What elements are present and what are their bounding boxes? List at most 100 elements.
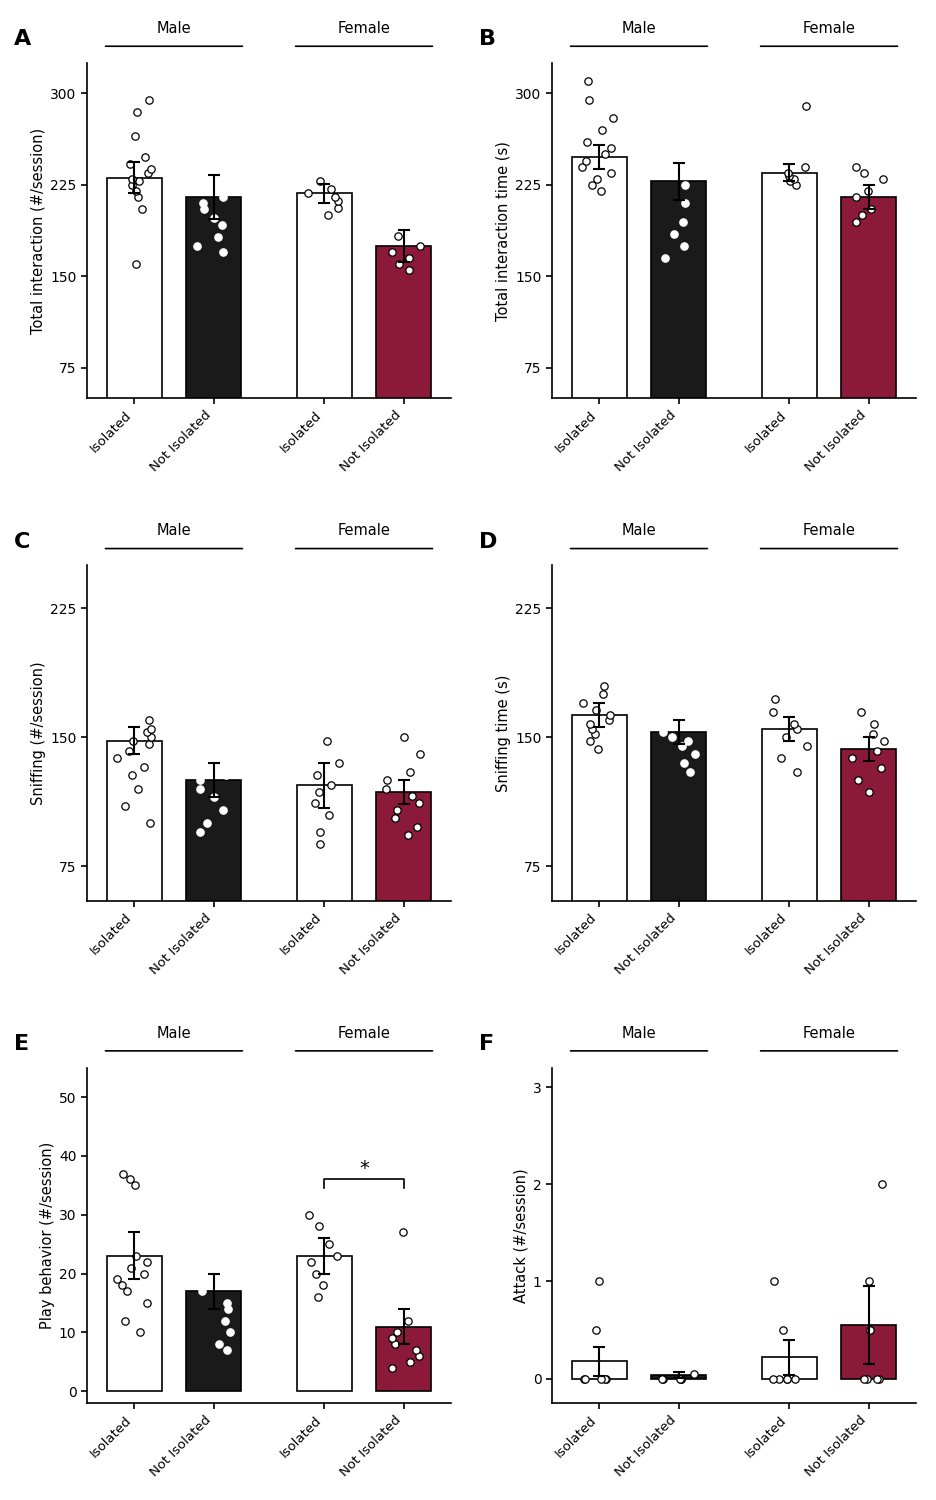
Point <box>853 699 868 723</box>
Point <box>673 1366 688 1390</box>
Bar <box>297 1256 352 1390</box>
Point <box>598 1366 613 1390</box>
Point <box>124 764 139 788</box>
Text: Female: Female <box>337 21 390 36</box>
Point <box>789 759 804 783</box>
Bar <box>107 741 162 996</box>
Point <box>115 1161 130 1185</box>
Y-axis label: Attack (#/session): Attack (#/session) <box>513 1168 528 1302</box>
Point <box>676 752 691 776</box>
Point <box>129 100 144 124</box>
Point <box>672 682 687 706</box>
Point <box>323 774 338 798</box>
Text: A: A <box>14 30 31 50</box>
Point <box>136 754 151 778</box>
Bar <box>375 792 431 996</box>
Point <box>117 1308 132 1332</box>
Point <box>672 1366 687 1390</box>
Point <box>866 711 881 735</box>
Point <box>401 258 416 282</box>
Point <box>133 1320 148 1344</box>
Point <box>124 166 139 190</box>
Point <box>379 768 394 792</box>
Point <box>677 172 692 196</box>
Point <box>215 798 230 822</box>
Point <box>134 198 149 222</box>
Y-axis label: Play behavior (#/session): Play behavior (#/session) <box>39 1142 54 1329</box>
Point <box>307 790 322 814</box>
Point <box>215 240 230 264</box>
Point <box>584 717 599 741</box>
Point <box>772 746 787 770</box>
Point <box>798 734 813 758</box>
Point <box>590 738 605 762</box>
Point <box>574 154 589 178</box>
Point <box>321 1232 336 1256</box>
Point <box>331 752 346 776</box>
Point <box>320 204 335 228</box>
Bar <box>107 177 162 459</box>
Point <box>604 160 619 184</box>
Point <box>130 184 145 209</box>
Point <box>202 750 217 774</box>
Point <box>319 729 334 753</box>
Point <box>408 1338 423 1362</box>
Point <box>785 166 800 190</box>
Text: Female: Female <box>802 524 855 538</box>
Point <box>677 190 692 214</box>
Point <box>676 711 691 735</box>
Point <box>862 198 877 222</box>
Point <box>780 160 795 184</box>
Point <box>137 146 152 170</box>
Point <box>192 172 207 196</box>
Point <box>592 178 607 203</box>
Bar <box>651 1376 706 1378</box>
Point <box>139 1292 154 1316</box>
Point <box>576 1366 591 1390</box>
Text: *: * <box>358 1158 369 1178</box>
Point <box>411 790 426 814</box>
Point <box>390 224 405 248</box>
Point <box>139 720 154 744</box>
Point <box>781 165 796 189</box>
Bar <box>375 1326 431 1390</box>
Point <box>411 1344 426 1368</box>
Point <box>680 729 695 753</box>
Point <box>402 759 417 783</box>
Text: Male: Male <box>156 1026 191 1041</box>
Point <box>593 1366 608 1390</box>
Point <box>220 1298 235 1322</box>
Point <box>206 206 221 230</box>
Point <box>192 821 207 844</box>
Point <box>124 172 139 196</box>
Point <box>123 152 138 176</box>
Point <box>595 682 610 706</box>
Point <box>128 178 143 203</box>
Point <box>311 780 326 804</box>
Text: Female: Female <box>337 1026 390 1041</box>
Point <box>782 170 797 194</box>
Point <box>389 1320 404 1344</box>
Point <box>223 1262 238 1286</box>
Point <box>588 698 603 721</box>
Point <box>328 184 343 209</box>
Point <box>388 1332 402 1356</box>
Point <box>309 1262 324 1286</box>
Point <box>577 1366 592 1390</box>
Bar <box>571 158 626 459</box>
Point <box>779 1366 794 1390</box>
Point <box>301 1203 316 1227</box>
Text: Male: Male <box>621 1026 655 1041</box>
Point <box>854 204 869 228</box>
Point <box>124 1256 139 1280</box>
Point <box>222 112 237 136</box>
Point <box>205 1250 220 1274</box>
Point <box>578 130 593 154</box>
Point <box>220 1232 235 1256</box>
Point <box>605 106 620 130</box>
Point <box>684 694 699 718</box>
Point <box>788 717 803 741</box>
Point <box>412 234 427 258</box>
Text: Female: Female <box>802 1026 855 1041</box>
Point <box>575 692 590 715</box>
